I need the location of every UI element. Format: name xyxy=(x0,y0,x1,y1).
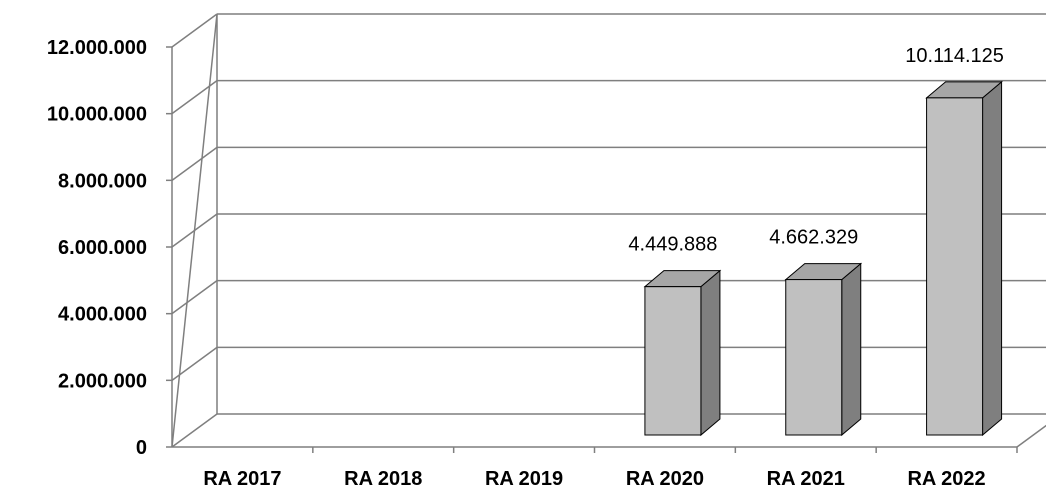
x-axis-ticks: RA 2017 RA 2018 RA 2019 RA 2020 RA 2021 RA 20… xyxy=(203,468,985,490)
grid-layer xyxy=(166,13,1046,453)
bar-front xyxy=(785,279,843,436)
x-tick-label: RA 2018 xyxy=(344,468,422,490)
gridline-depth xyxy=(171,80,218,115)
x-tick-label: RA 2020 xyxy=(626,468,704,490)
bars xyxy=(643,80,1003,437)
y-axis-ticks: 0 2.000.000 4.000.000 6.000.000 8.000.000 10.… xyxy=(47,37,147,459)
data-labels: 4.449.888 4.662.329 10.114.125 xyxy=(628,45,1003,256)
data-label: 4.449.888 xyxy=(628,234,717,256)
bar-side xyxy=(982,80,1003,437)
bar xyxy=(643,269,722,437)
y-tick-label: 4.000.000 xyxy=(58,304,147,326)
y-tick-label: 10.000.000 xyxy=(47,104,147,126)
gridline-depth xyxy=(171,213,218,248)
x-tick-label: RA 2019 xyxy=(485,468,563,490)
y-tick-label: 12.000.000 xyxy=(47,37,147,59)
y-tick-label: 0 xyxy=(136,437,147,459)
y-tick-label: 2.000.000 xyxy=(58,370,147,392)
y-tick-label: 8.000.000 xyxy=(58,170,147,192)
bar-side xyxy=(841,262,862,437)
x-tick-label: RA 2021 xyxy=(767,468,845,490)
gridline-depth xyxy=(171,413,218,448)
gridline-depth xyxy=(171,13,218,48)
x-tick-label: RA 2017 xyxy=(203,468,281,490)
bar-front xyxy=(644,286,702,436)
floor-right-edge xyxy=(1016,424,1046,448)
gridline-depth xyxy=(171,146,218,181)
bar-side xyxy=(700,269,721,437)
x-tick-label: RA 2022 xyxy=(907,468,985,490)
bar-front xyxy=(926,97,984,436)
y-tick-label: 6.000.000 xyxy=(58,237,147,259)
bar xyxy=(925,80,1003,437)
data-label: 4.662.329 xyxy=(769,227,858,249)
data-label: 10.114.125 xyxy=(905,45,1004,67)
gridline-depth xyxy=(171,346,218,381)
gridline-depth xyxy=(171,280,218,315)
bar xyxy=(784,262,863,437)
